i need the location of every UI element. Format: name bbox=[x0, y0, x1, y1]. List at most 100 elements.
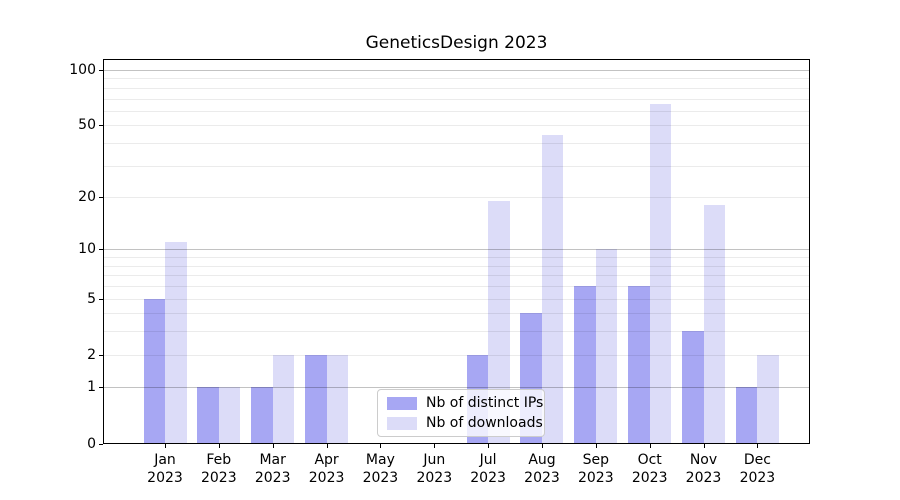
y-tick-label-0: 0 bbox=[87, 435, 96, 452]
y-tick-mark bbox=[99, 125, 103, 127]
gridline-minor bbox=[103, 125, 810, 127]
x-tick-month: Feb bbox=[206, 452, 232, 468]
bar-downloads-sep bbox=[595, 249, 618, 444]
x-tick-label-jan: Jan 2023 bbox=[137, 451, 193, 487]
x-tick-label-oct: Oct 2023 bbox=[622, 451, 678, 487]
legend-swatch-downloads bbox=[387, 416, 417, 430]
x-tick-month: Jun bbox=[423, 452, 446, 468]
gridline-minor bbox=[103, 265, 810, 267]
gridline-minor bbox=[103, 286, 810, 287]
gridline-minor bbox=[103, 197, 810, 199]
legend-swatch-distinct-ips bbox=[387, 396, 417, 410]
bar-downloads-mar bbox=[272, 354, 295, 444]
legend-item-distinct-ips: Nb of distinct IPs bbox=[387, 395, 543, 411]
plot-area bbox=[103, 59, 810, 444]
gridline-major bbox=[103, 387, 810, 389]
bar-downloads-jul bbox=[488, 201, 510, 444]
x-tick-month: May bbox=[365, 452, 395, 468]
bar-downloads-oct bbox=[649, 104, 672, 444]
y-tick-mark bbox=[99, 249, 103, 251]
y-tick-label-2: 2 bbox=[87, 346, 96, 363]
x-tick-mark bbox=[703, 444, 705, 448]
bar-downloads-jan bbox=[165, 242, 187, 444]
x-tick-label-apr: Apr 2023 bbox=[299, 451, 355, 487]
chart-title: GeneticsDesign 2023 bbox=[365, 33, 548, 53]
gridline-minor bbox=[103, 354, 810, 356]
x-tick-label-mar: Mar 2023 bbox=[245, 451, 301, 487]
x-tick-label-aug: Aug 2023 bbox=[514, 451, 570, 487]
x-tick-year: 2023 bbox=[470, 470, 506, 486]
x-tick-year: 2023 bbox=[739, 470, 776, 486]
y-tick-label-10: 10 bbox=[78, 241, 96, 258]
x-tick-month: Sep bbox=[582, 452, 609, 468]
x-tick-mark bbox=[542, 444, 543, 448]
y-tick-mark bbox=[99, 387, 103, 389]
x-tick-label-nov: Nov 2023 bbox=[676, 451, 732, 487]
legend-label-distinct-ips: Nb of distinct IPs bbox=[426, 395, 544, 411]
bar-distinct-ips-sep bbox=[574, 286, 596, 444]
x-tick-month: Oct bbox=[637, 452, 662, 468]
x-tick-year: 2023 bbox=[577, 470, 614, 486]
gridline-minor bbox=[103, 87, 810, 89]
y-tick-label-5: 5 bbox=[87, 290, 96, 307]
x-tick-label-sep: Sep 2023 bbox=[568, 451, 624, 487]
y-tick-label-1: 1 bbox=[87, 379, 96, 396]
y-tick-label-100: 100 bbox=[69, 62, 96, 78]
x-tick-mark bbox=[218, 444, 220, 448]
x-tick-month: Mar bbox=[259, 452, 286, 468]
bar-downloads-feb bbox=[218, 387, 241, 444]
x-tick-mark bbox=[488, 444, 490, 448]
x-tick-year: 2023 bbox=[362, 470, 399, 486]
gridline-minor bbox=[103, 331, 810, 333]
x-tick-month: Dec bbox=[743, 452, 771, 468]
bar-distinct-ips-dec bbox=[735, 387, 758, 444]
bar-downloads-dec bbox=[757, 354, 779, 444]
bar-distinct-ips-nov bbox=[682, 331, 704, 444]
gridline-major bbox=[103, 70, 810, 71]
gridline-major bbox=[103, 249, 810, 251]
x-tick-mark bbox=[595, 444, 597, 448]
gridline-minor bbox=[103, 298, 810, 300]
bar-distinct-ips-feb bbox=[197, 387, 219, 444]
legend-label-downloads: Nb of downloads bbox=[426, 415, 543, 431]
x-tick-label-dec: Dec 2023 bbox=[729, 451, 785, 487]
gridline-minor bbox=[103, 257, 810, 259]
bar-downloads-aug bbox=[541, 135, 564, 444]
x-tick-year: 2023 bbox=[147, 470, 183, 486]
y-tick-label-20: 20 bbox=[78, 189, 96, 206]
x-tick-mark bbox=[165, 444, 166, 448]
x-tick-month: Aug bbox=[528, 452, 556, 468]
bar-distinct-ips-oct bbox=[628, 286, 650, 444]
x-tick-month: Apr bbox=[314, 452, 339, 468]
x-tick-year: 2023 bbox=[685, 470, 722, 486]
x-tick-year: 2023 bbox=[200, 470, 237, 486]
gridline-minor bbox=[103, 313, 810, 315]
y-tick-mark bbox=[99, 197, 103, 199]
x-tick-year: 2023 bbox=[631, 470, 668, 486]
bar-distinct-ips-mar bbox=[251, 387, 273, 444]
y-tick-mark bbox=[99, 354, 103, 356]
x-tick-year: 2023 bbox=[524, 470, 560, 486]
x-tick-month: Jul bbox=[479, 452, 497, 468]
gridline-minor bbox=[103, 143, 810, 144]
x-tick-year: 2023 bbox=[416, 470, 453, 486]
gridline-minor bbox=[103, 98, 810, 100]
x-tick-mark bbox=[434, 444, 436, 448]
x-tick-label-may: May 2023 bbox=[352, 451, 408, 487]
gridline-minor bbox=[103, 275, 810, 277]
x-tick-mark bbox=[326, 444, 328, 448]
x-tick-mark bbox=[380, 444, 382, 448]
legend-item-downloads: Nb of downloads bbox=[387, 415, 543, 431]
bar-distinct-ips-jan bbox=[143, 298, 165, 444]
x-tick-label-jul: Jul 2023 bbox=[460, 451, 516, 487]
x-tick-year: 2023 bbox=[254, 470, 291, 486]
legend: Nb of distinct IPs Nb of downloads bbox=[377, 389, 545, 437]
y-tick-mark bbox=[99, 298, 103, 300]
y-tick-mark bbox=[99, 443, 103, 445]
bar-downloads-nov bbox=[703, 205, 725, 444]
x-tick-year: 2023 bbox=[308, 470, 345, 486]
x-tick-label-jun: Jun 2023 bbox=[406, 451, 462, 487]
x-tick-label-feb: Feb 2023 bbox=[191, 451, 247, 487]
gridline-minor bbox=[103, 110, 810, 112]
